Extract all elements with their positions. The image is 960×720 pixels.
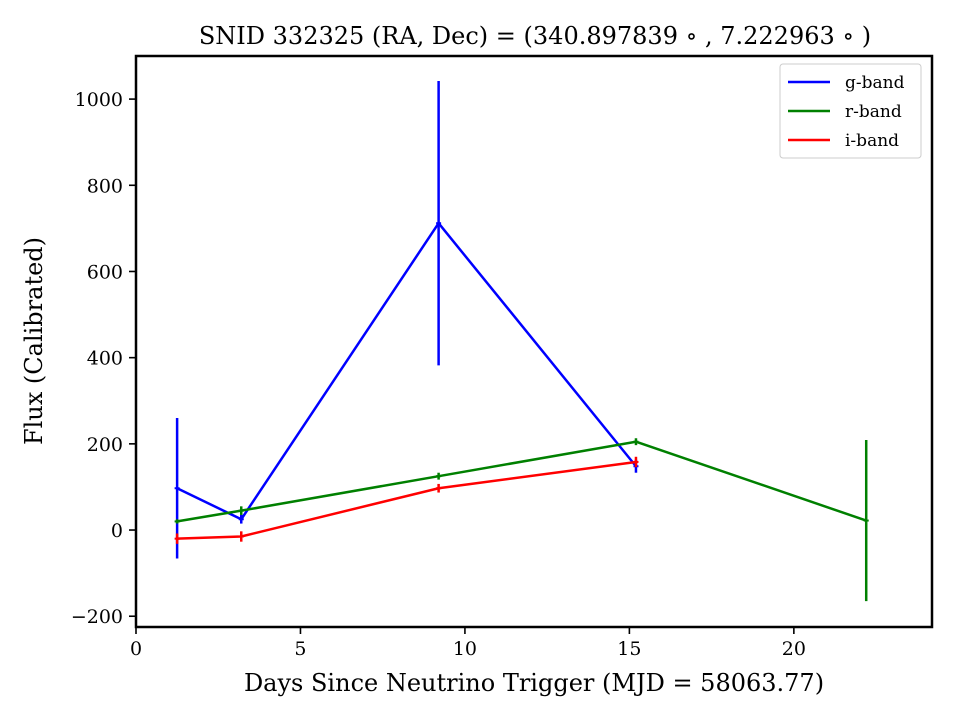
data-layer [174,80,869,602]
series-i-band [174,456,639,544]
y-tick-label: −200 [71,606,123,628]
i-band-line [177,460,637,540]
y-tick-label: 1000 [75,89,123,111]
x-tick-label: 5 [294,638,306,660]
legend-label-i-band: i-band [845,131,899,151]
series-r-band [174,438,869,602]
x-tick-label: 10 [453,638,477,660]
x-tick-label: 15 [617,638,641,660]
plot-frame [134,54,934,629]
x-tick-label: 0 [130,638,142,660]
x-axis-label: Days Since Neutrino Trigger (MJD = 58063… [244,669,824,697]
y-tick-label: 800 [87,175,123,197]
legend-box [779,63,922,159]
legend: g-band r-band i-band [779,63,922,159]
legend-label-g-band: g-band [845,73,905,93]
chart-title: SNID 332325 (RA, Dec) = (340.897839 ∘ , … [199,22,871,50]
axis-ticks: 0 5 10 15 20 −200 0 200 400 600 800 1000 [71,89,806,660]
x-tick-label: 20 [782,638,806,660]
y-tick-label: 600 [87,261,123,283]
g-band-line [176,221,637,521]
legend-label-r-band: r-band [845,102,902,122]
y-tick-label: 200 [87,434,123,456]
y-tick-label: 400 [87,348,123,370]
y-tick-label: 0 [111,520,123,542]
y-axis-label: Flux (Calibrated) [20,237,48,445]
